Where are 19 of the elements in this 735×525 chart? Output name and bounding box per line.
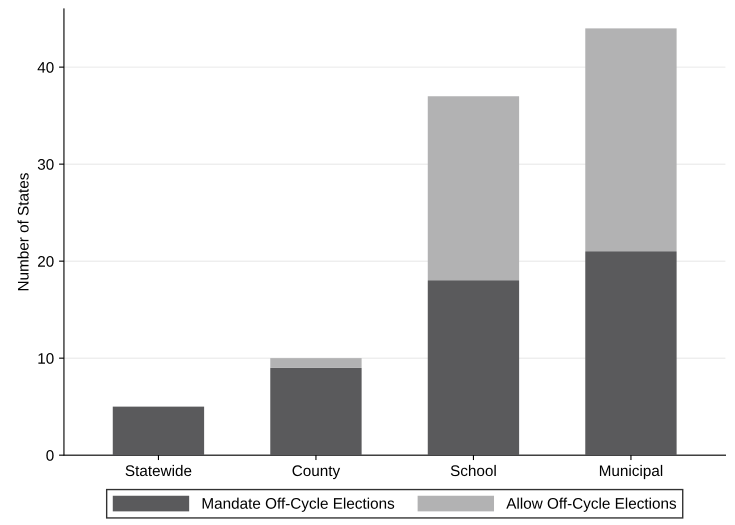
legend-label: Allow Off-Cycle Elections [506,498,676,512]
bar [428,96,520,281]
y-axis-title: Number of States [17,173,29,290]
y-tick-label: 20 [38,256,54,267]
bar [270,358,362,368]
bar [270,368,362,456]
bar [585,28,677,252]
y-tick-label: 10 [38,353,54,364]
bar [428,280,520,456]
x-tick-label: Statewide [126,464,192,476]
y-tick-label: 30 [38,159,54,170]
y-tick-label: 0 [46,450,54,461]
x-tick-label: Municipal [600,464,662,480]
y-tick-label: 40 [38,62,54,73]
x-tick-label: County [292,465,340,480]
bar [585,251,677,456]
bar [112,406,204,456]
legend-label: Mandate Off-Cycle Elections [202,498,394,512]
x-tick-label: School [450,464,496,476]
